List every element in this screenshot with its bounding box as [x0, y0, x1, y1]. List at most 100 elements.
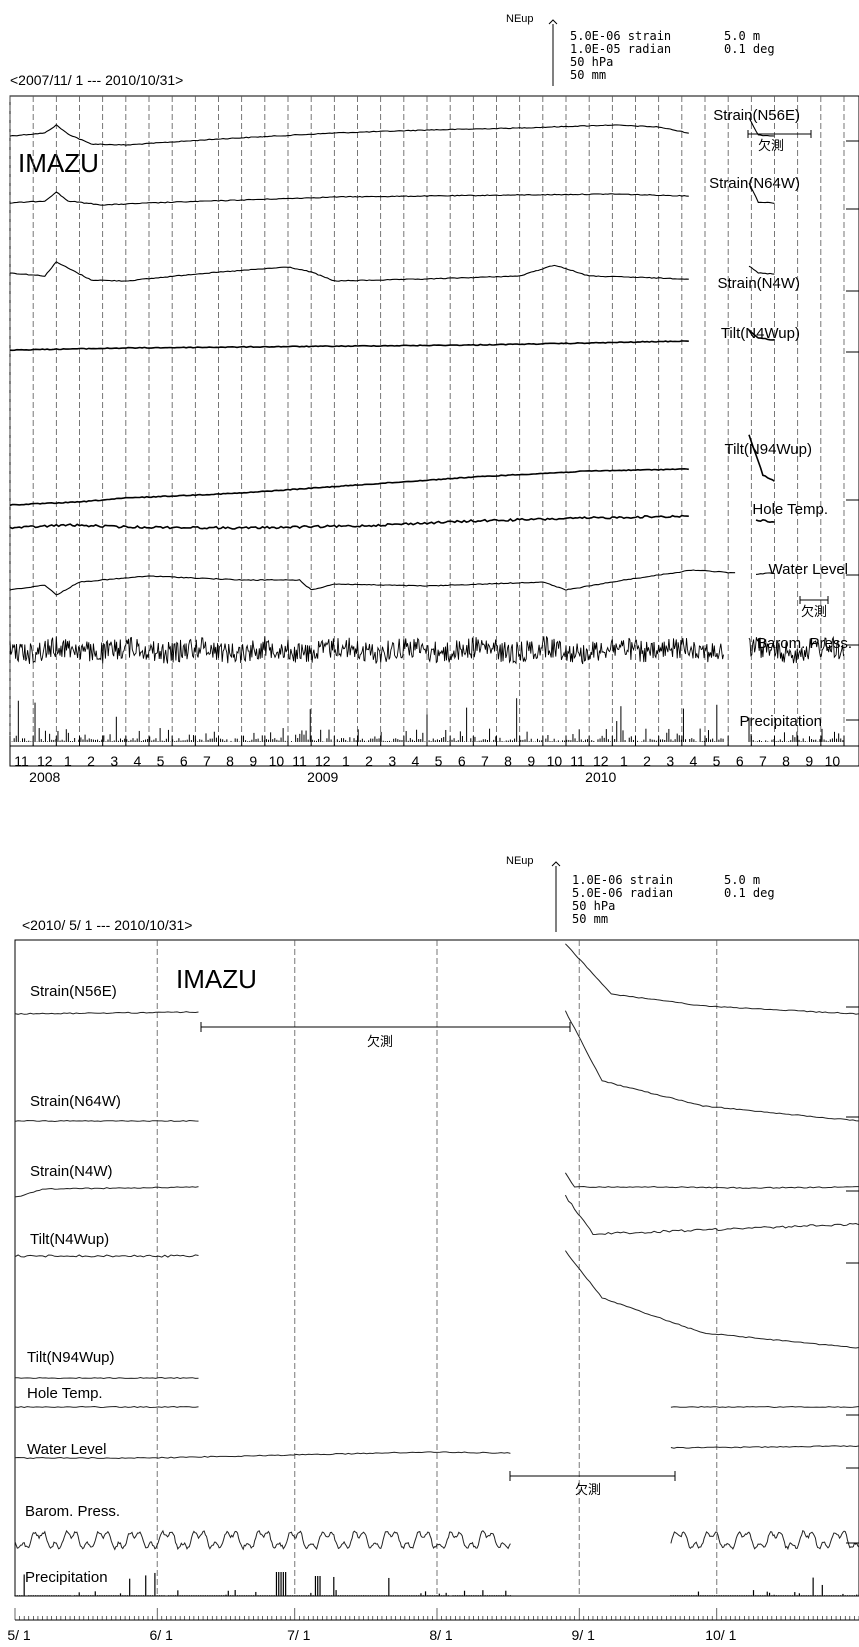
gap-marker: 欠測	[200, 1022, 571, 1050]
series-line	[564, 1194, 859, 1236]
series-line	[9, 636, 724, 665]
series-line	[14, 1186, 199, 1198]
month-tick-label: 3	[666, 753, 674, 769]
series-line	[748, 183, 775, 204]
series-label: Barom. Press.	[25, 1503, 120, 1520]
scale-strain: 1.0E-06 strain	[572, 873, 673, 887]
series-line	[670, 1529, 859, 1551]
series-line	[565, 943, 859, 1015]
series-label: Precipitation	[739, 713, 822, 730]
series-label: Tilt(N4Wup)	[30, 1231, 109, 1248]
series-line	[10, 261, 689, 282]
scale-mm: 50 mm	[572, 912, 608, 926]
month-tick-label: 8	[504, 753, 512, 769]
year-label: 2008	[29, 769, 60, 785]
month-tick-label: 9	[805, 753, 813, 769]
scale-arrow-icon	[548, 19, 558, 25]
series-label: Tilt(N94Wup)	[724, 441, 812, 458]
series-line	[748, 265, 775, 275]
scale-header: NEup	[506, 13, 534, 25]
month-tick-label: 4	[412, 753, 420, 769]
month-tick-label: 6	[458, 753, 466, 769]
series-line	[9, 569, 736, 596]
series-label: Strain(N4W)	[717, 275, 800, 292]
month-tick-label: 10	[825, 753, 841, 769]
month-tick-label: 6	[736, 753, 744, 769]
year-label: 2009	[307, 769, 338, 785]
scale-mm: 50 mm	[570, 68, 606, 82]
station-label: IMAZU	[176, 964, 257, 994]
plot-frame	[9, 95, 859, 767]
month-tick-label: 3	[388, 753, 396, 769]
date-tick-label: 5/ 1	[7, 1627, 31, 1643]
panel-6month: NEup 1.0E-06 strain 5.0E-06 radian 50 hP…	[7, 855, 859, 1643]
series-label: Hole Temp.	[752, 501, 828, 518]
series-line	[9, 340, 689, 352]
scale-strain: 5.0E-06 strain	[570, 29, 671, 43]
month-tick-label: 7	[481, 753, 489, 769]
series-line	[9, 467, 689, 507]
series-line	[564, 1250, 859, 1349]
series-line	[14, 1254, 199, 1258]
gap-label: 欠測	[758, 138, 784, 154]
chart-title: <2010/ 5/ 1 --- 2010/10/31>	[22, 917, 192, 933]
series-line	[14, 1451, 511, 1460]
series-line	[748, 635, 844, 664]
series-line	[670, 1405, 859, 1409]
series-line	[14, 1529, 511, 1551]
month-tick-label: 6	[180, 753, 188, 769]
series-line	[748, 117, 775, 137]
date-ticks: 5/ 1 6/ 1 7/ 1 8/ 1 9/ 1 10/ 1	[7, 1006, 859, 1643]
month-tick-label: 8	[226, 753, 234, 769]
month-tick-label: 2	[643, 753, 651, 769]
month-tick-label: 5	[157, 753, 165, 769]
chart-title: <2007/11/ 1 --- 2010/10/31>	[10, 72, 183, 88]
scale-radian: 5.0E-06 radian	[572, 886, 673, 900]
series-line	[670, 1445, 859, 1449]
scale-hpa: 50 hPa	[572, 899, 615, 913]
date-tick-label: 7/ 1	[287, 1627, 311, 1643]
month-tick-label: 4	[690, 753, 698, 769]
month-tick-label: 1	[620, 753, 628, 769]
gap-marker: 欠測	[509, 1471, 676, 1498]
month-tick-label: 10	[547, 753, 563, 769]
series-line	[14, 1119, 199, 1123]
series-line	[748, 329, 775, 341]
gap-label: 欠測	[367, 1034, 393, 1050]
gap-marker: 欠測	[747, 130, 812, 154]
month-ticks: 11 12 1 2 3 4 5 6 7 8 9 10 11 12 1 2 3 4 5 6 7 8 9 10 11 12 1 2 3 4 5 6…	[9, 140, 859, 785]
month-tick-label: 7	[203, 753, 211, 769]
series-label: Tilt(N94Wup)	[27, 1349, 115, 1366]
month-tick-label: 12	[593, 753, 609, 769]
series-line	[14, 1011, 199, 1015]
scale-radian: 1.0E-05 radian	[570, 42, 671, 56]
series-label: Strain(N56E)	[713, 107, 800, 124]
gap-label: 欠測	[801, 604, 827, 620]
month-tick-label: 11	[14, 753, 29, 769]
series-label: Strain(N64W)	[30, 1093, 121, 1110]
series-line	[748, 434, 775, 482]
gap-marker: 欠測	[799, 596, 829, 620]
series-label: Water Level	[27, 1441, 106, 1458]
month-tick-label: 12	[315, 753, 331, 769]
panel-3year: NEup 5.0E-06 strain 1.0E-05 radian 50 hP…	[9, 13, 859, 785]
series-line	[755, 518, 775, 524]
scale-deg: 0.1 deg	[724, 42, 775, 56]
scale-deg: 0.1 deg	[724, 886, 775, 900]
month-tick-label: 1	[64, 753, 72, 769]
series-line	[564, 1172, 859, 1189]
series-label: Barom. Press.	[757, 635, 852, 652]
scale-arrow-icon	[551, 861, 561, 867]
series-label: Hole Temp.	[27, 1385, 103, 1402]
traces	[9, 117, 844, 742]
series-label: Strain(N64W)	[709, 175, 800, 192]
series-label: Precipitation	[25, 1569, 108, 1586]
month-tick-label: 2	[87, 753, 95, 769]
series-line	[9, 191, 689, 206]
series-line	[14, 1405, 199, 1409]
month-tick-label: 9	[249, 753, 257, 769]
month-tick-label: 4	[134, 753, 142, 769]
month-tick-label: 5	[713, 753, 721, 769]
series-label: Strain(N4W)	[30, 1163, 113, 1180]
